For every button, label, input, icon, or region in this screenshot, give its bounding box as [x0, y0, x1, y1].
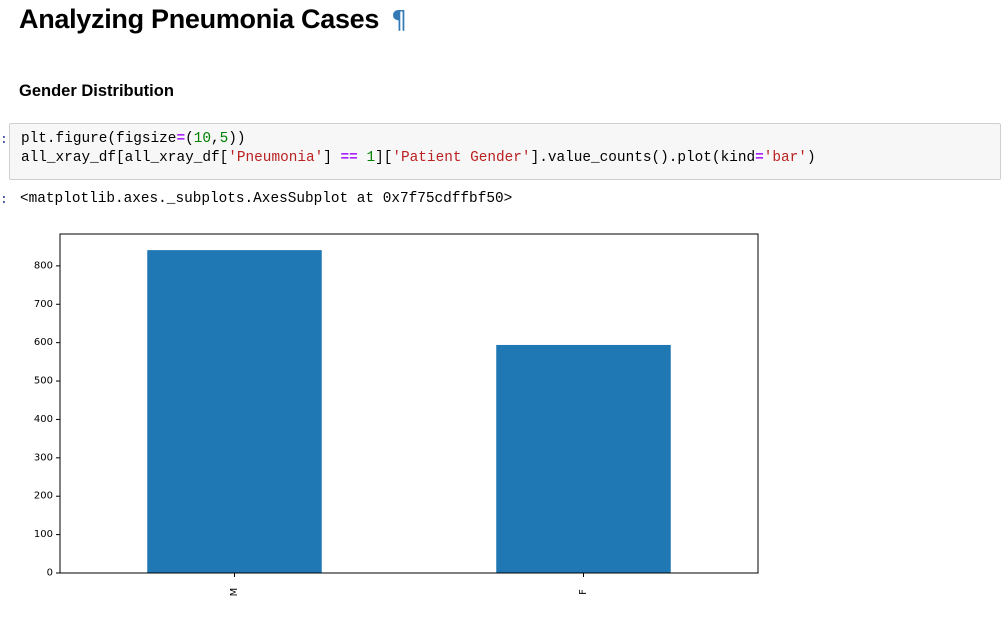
y-axis: 0 100 200 300 400 500 600 700 800: [34, 260, 60, 579]
bar-group: [147, 250, 671, 573]
code-line-1: plt.figure(figsize=(10,5)): [21, 131, 246, 147]
y-tick-label: 500: [34, 376, 53, 387]
axes-frame: [59, 233, 759, 574]
y-tick-label: 300: [34, 452, 53, 463]
code-cell-input[interactable]: plt.figure(figsize=(10,5)) all_xray_df[a…: [9, 123, 1001, 180]
section-title: Gender Distribution: [19, 82, 174, 100]
output-prompt-marker: :: [0, 192, 8, 207]
y-tick-label: 700: [34, 299, 53, 310]
y-tick-label: 600: [34, 337, 53, 348]
y-tick-label: 0: [47, 568, 53, 579]
y-tick-label: 100: [34, 529, 53, 540]
x-tick-label: F: [578, 589, 589, 595]
page-title: Analyzing Pneumonia Cases ¶: [19, 3, 407, 36]
input-prompt-marker: :: [0, 132, 8, 147]
anchor-link-icon[interactable]: ¶: [391, 5, 407, 34]
output-repr: <matplotlib.axes._subplots.AxesSubplot a…: [20, 191, 513, 207]
y-tick-label: 800: [34, 260, 53, 271]
bar-M: [147, 250, 322, 573]
x-tick-label: M: [229, 588, 240, 597]
page-title-text: Analyzing Pneumonia Cases: [19, 4, 380, 34]
bar-F: [496, 344, 671, 573]
code-line-2: all_xray_df[all_xray_df['Pneumonia'] == …: [21, 150, 816, 166]
y-tick-label: 400: [34, 414, 53, 425]
y-tick-label: 200: [34, 491, 53, 502]
